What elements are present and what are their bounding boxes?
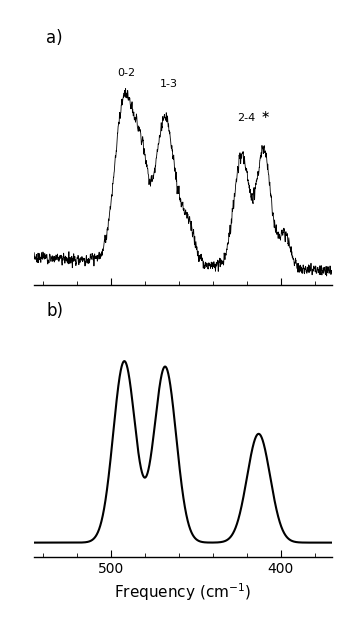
Text: 0-2: 0-2 [117, 68, 135, 78]
Text: a): a) [46, 29, 63, 47]
Text: $\ast$: $\ast$ [261, 108, 271, 120]
Text: 1-3: 1-3 [160, 79, 178, 89]
Text: b): b) [46, 302, 63, 320]
Text: 2-4: 2-4 [238, 113, 256, 123]
X-axis label: Frequency (cm$^{-1}$): Frequency (cm$^{-1}$) [114, 582, 252, 603]
